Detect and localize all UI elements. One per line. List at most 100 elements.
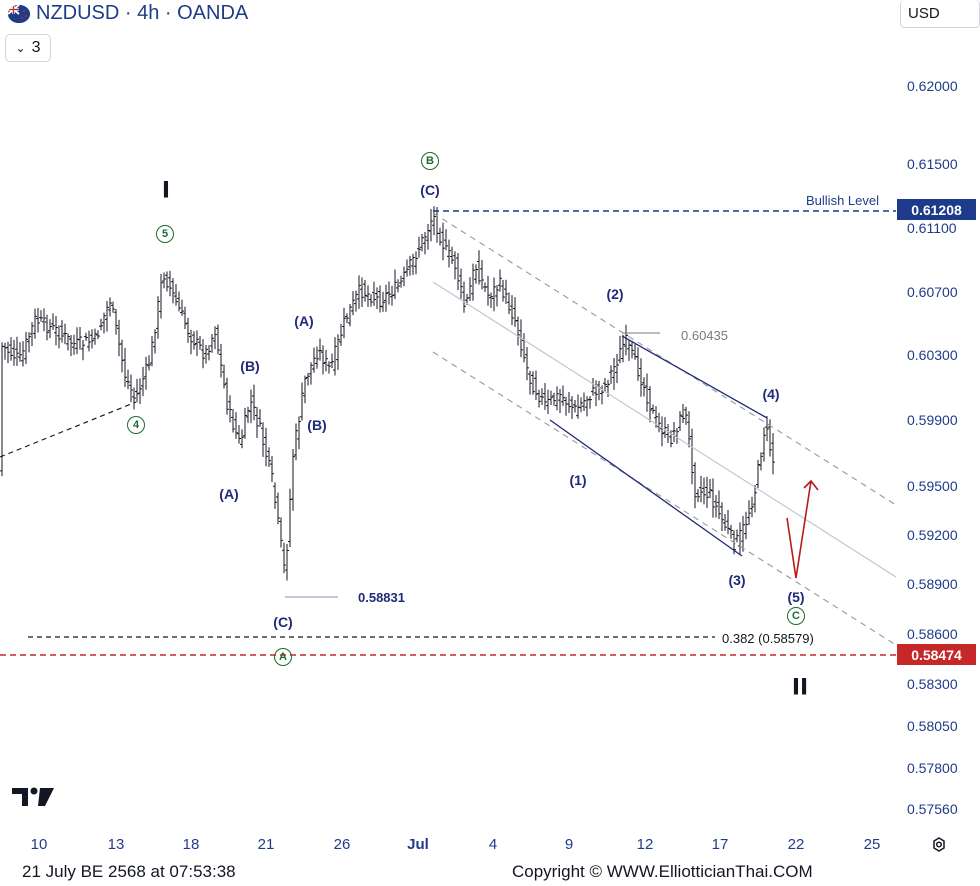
candle <box>696 489 700 503</box>
bullish-level-label: Bullish Level <box>806 193 879 208</box>
candle <box>249 389 253 424</box>
candle <box>753 485 757 513</box>
candle <box>717 490 721 520</box>
candle <box>90 329 94 349</box>
candle <box>315 346 319 369</box>
candle <box>627 339 631 361</box>
price-chart[interactable] <box>0 0 896 830</box>
candle <box>441 222 445 261</box>
candle <box>354 290 358 312</box>
nz-us-flag-icon <box>8 5 30 23</box>
candle <box>723 514 727 531</box>
candle <box>522 333 526 363</box>
date-label: 21 <box>257 836 275 853</box>
candle <box>366 285 370 307</box>
candle <box>171 278 175 304</box>
snapshot-timestamp: 21 July BE 2568 at 07:53:38 <box>22 862 236 881</box>
collapse-indicators-button[interactable]: ⌄ 3 <box>5 34 51 62</box>
candle <box>708 478 712 499</box>
candle <box>393 269 397 300</box>
date-label: 12 <box>636 836 654 853</box>
candle <box>552 392 556 406</box>
candle <box>501 280 505 302</box>
wave-label-3: (3) <box>728 572 746 588</box>
candle <box>492 277 496 312</box>
candle <box>423 231 427 255</box>
candle <box>624 324 628 356</box>
candle <box>336 334 340 370</box>
candle <box>69 335 73 357</box>
date-label: 13 <box>107 836 125 853</box>
candle <box>396 279 400 293</box>
candle <box>678 411 682 432</box>
candle <box>45 314 49 341</box>
candle <box>660 416 664 447</box>
candle <box>585 396 589 417</box>
candle <box>297 416 301 450</box>
candle <box>453 251 457 280</box>
candle <box>576 394 580 419</box>
candle <box>495 285 499 307</box>
candle <box>543 382 547 410</box>
candle <box>408 255 412 276</box>
candle <box>471 263 475 301</box>
candle <box>705 476 709 509</box>
candle <box>321 345 325 375</box>
candle <box>420 234 424 252</box>
candle <box>132 387 136 410</box>
candle <box>516 316 520 346</box>
price-label: 0.61100 <box>907 220 957 236</box>
candle <box>159 273 163 319</box>
candle <box>222 364 226 389</box>
candlestick-series <box>0 206 775 581</box>
candle <box>123 347 127 388</box>
date-label: 10 <box>30 836 48 853</box>
candle <box>462 281 466 313</box>
candle <box>666 424 670 443</box>
candle <box>60 320 64 343</box>
candle <box>303 375 307 404</box>
candle <box>93 328 97 345</box>
candle <box>372 281 376 306</box>
candle <box>534 370 538 401</box>
candle <box>225 377 229 415</box>
candle <box>348 303 352 327</box>
wave-circle-4: 4 <box>127 416 145 434</box>
price-label: 0.59500 <box>907 478 958 494</box>
candle <box>111 301 115 313</box>
chevron-down-icon: ⌄ <box>15 41 26 55</box>
candle <box>489 292 493 309</box>
symbol-title[interactable]: NZDUSD · 4h · OANDA <box>36 2 249 24</box>
candle <box>480 260 484 290</box>
candle <box>240 429 244 449</box>
candle <box>528 370 532 395</box>
candle <box>288 488 292 548</box>
settings-icon[interactable] <box>929 835 949 855</box>
candle <box>129 374 133 403</box>
candle <box>243 407 247 439</box>
candle <box>210 334 214 353</box>
candle <box>306 372 310 386</box>
candle <box>738 522 742 555</box>
candle <box>387 281 391 305</box>
candle <box>606 379 610 398</box>
candle <box>345 313 349 323</box>
candle <box>135 378 139 403</box>
candle <box>18 342 22 362</box>
candle <box>174 284 178 306</box>
candle <box>597 380 601 401</box>
date-label: 25 <box>863 836 881 853</box>
candle <box>51 313 55 331</box>
candle <box>621 334 625 363</box>
candle <box>510 295 514 326</box>
tradingview-logo-icon[interactable] <box>12 786 54 808</box>
candle <box>426 223 430 250</box>
currency-selector[interactable]: USD <box>900 0 980 28</box>
candle <box>63 323 67 345</box>
candle <box>711 478 715 518</box>
candle <box>21 341 25 367</box>
candle <box>228 395 232 423</box>
candle <box>24 331 28 365</box>
candle <box>447 239 451 268</box>
candle <box>165 271 169 292</box>
